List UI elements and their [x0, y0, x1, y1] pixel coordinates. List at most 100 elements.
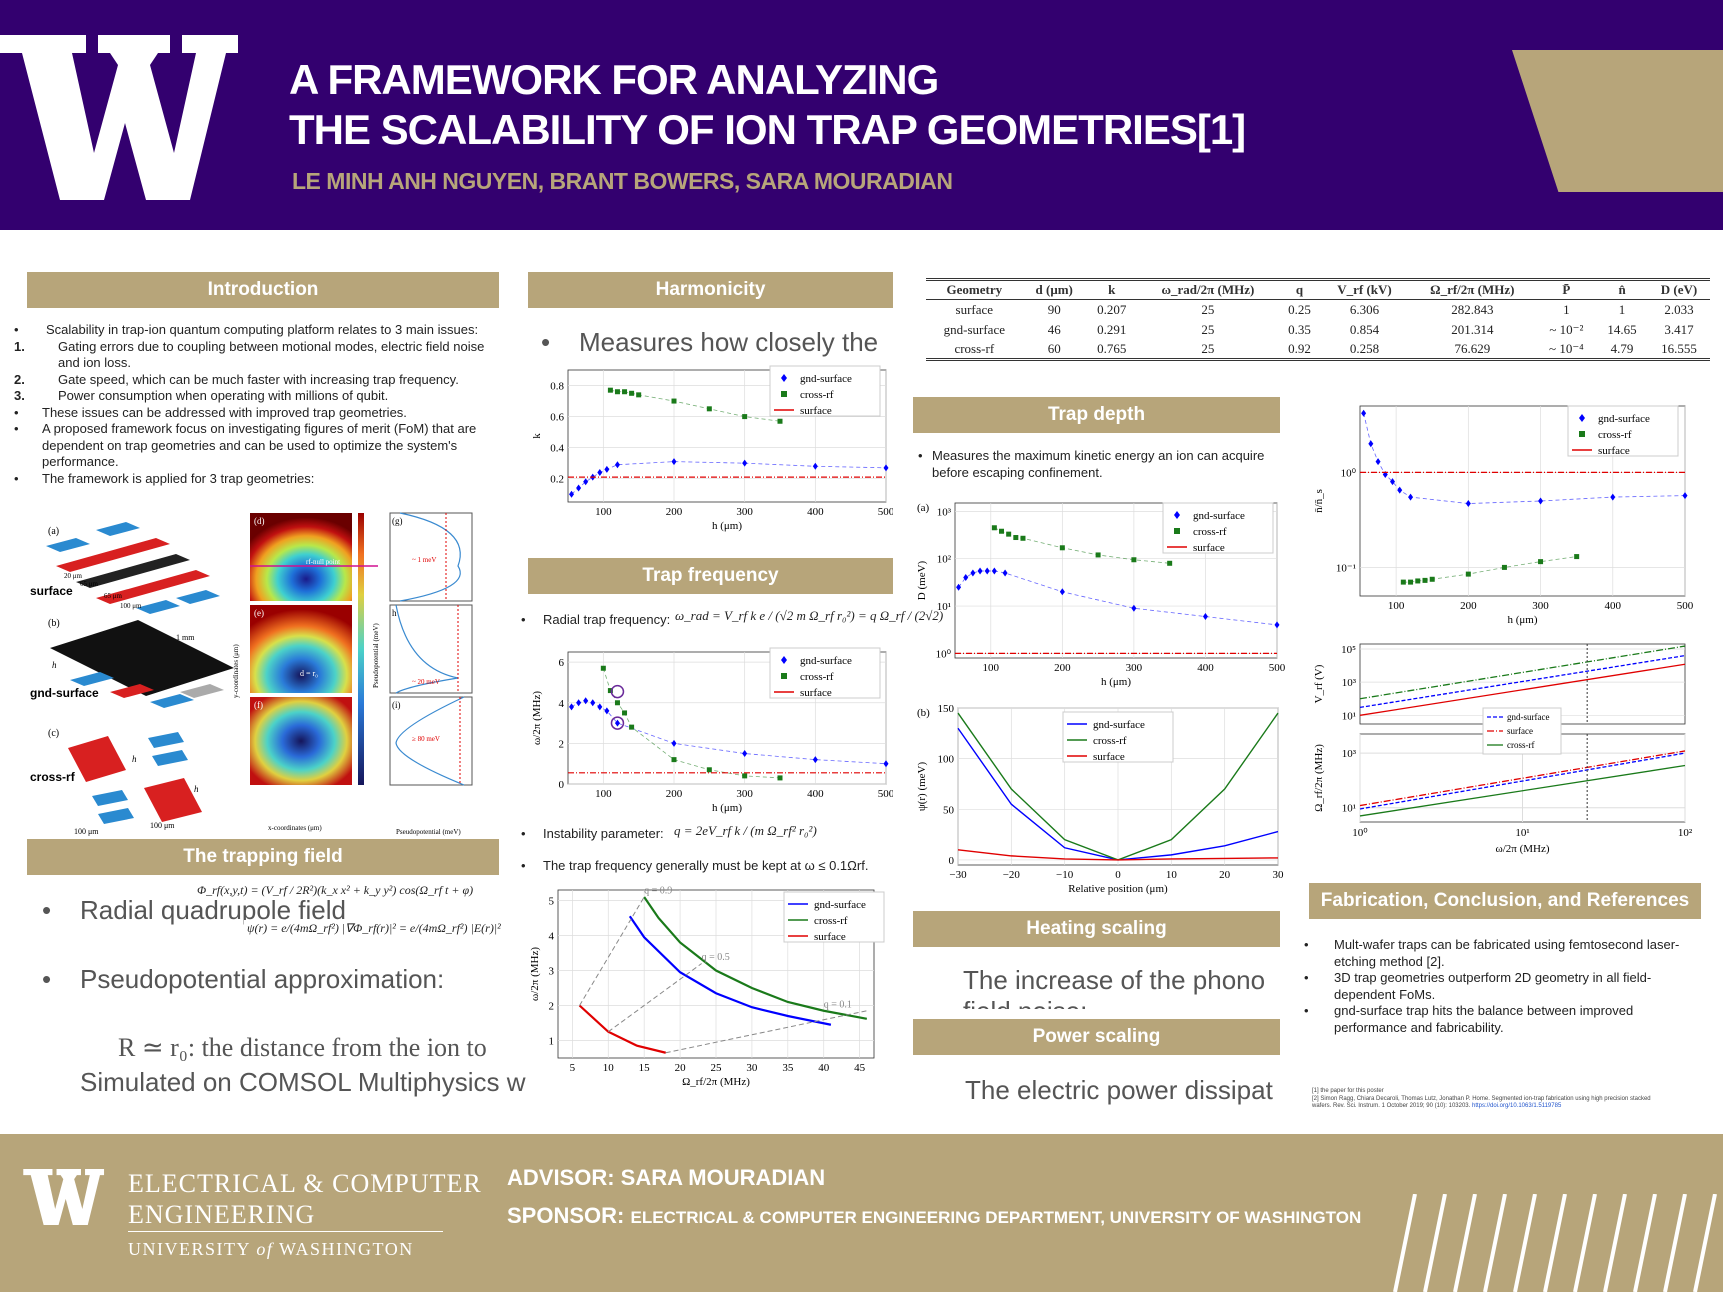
data-point: [1408, 579, 1414, 585]
table-cell: 25: [1201, 301, 1215, 317]
legend-label: cross-rf: [800, 389, 834, 401]
data-point: [999, 528, 1005, 534]
cross-rf-trap-drawing: [68, 732, 202, 824]
geom-label-surface: surface: [30, 584, 73, 598]
legend-label: gnd-surface: [1598, 413, 1650, 425]
conclusion-bullet-1: Mult-wafer traps can be fabricated using…: [1304, 937, 1703, 970]
data-point: [777, 775, 783, 781]
poster-title: A FRAMEWORK FOR ANALYZING THE SCALABILIT…: [289, 55, 1489, 155]
data-point: [1375, 458, 1381, 466]
x-tick-label: 300: [736, 506, 753, 518]
legend-marker: [781, 391, 787, 397]
y-tick-label: 10³: [1342, 677, 1357, 689]
data-point: [622, 710, 628, 716]
sponsor-label: SPONSOR:: [507, 1203, 625, 1228]
x-tick-label: 100: [983, 662, 1000, 674]
table-cell: 0.92: [1288, 340, 1311, 356]
data-point: [671, 739, 677, 747]
dim-b: 1 mm: [176, 633, 195, 642]
title-line-2: THE SCALABILITY OF ION TRAP GEOMETRIES[1…: [289, 106, 1246, 153]
fig-label-e: (e): [254, 608, 264, 618]
pseudopotential-heatmaps: [250, 513, 378, 785]
series-line: [957, 849, 1279, 861]
x-tick-label: 300: [1532, 600, 1549, 612]
x-tick-label: 400: [807, 506, 824, 518]
y-tick-label: 10¹: [1342, 710, 1356, 722]
x-tick-label: 300: [736, 788, 753, 800]
y-tick-label: 10²: [937, 554, 952, 566]
table-cell: 25: [1201, 340, 1215, 356]
legend-marker: [1174, 528, 1180, 534]
legend-label: gnd-surface: [814, 899, 866, 911]
poster-header: A FRAMEWORK FOR ANALYZING THE SCALABILIT…: [0, 0, 1723, 230]
data-point: [991, 567, 997, 575]
data-point: [812, 756, 818, 764]
data-point: [671, 398, 677, 404]
y-tick-label: 2: [549, 1001, 555, 1013]
legend-marker: [781, 656, 787, 664]
legend-label: surface: [1093, 751, 1125, 763]
table-header: q: [1295, 282, 1304, 297]
series-line: [643, 896, 868, 1020]
x-tick-label: 20: [675, 1062, 687, 1074]
power-text: The electric power dissipat: [965, 1075, 1281, 1106]
highlight-circle: [610, 716, 625, 730]
x-tick-label: 25: [711, 1062, 723, 1074]
intro-bullet-3: A proposed framework focus on investigat…: [14, 421, 498, 471]
y-axis-label: ψ(r) (meV): [916, 762, 928, 812]
intro-num-2: 2. Gate speed, which can be much faster w…: [14, 371, 459, 387]
legend-marker: [1579, 431, 1585, 437]
data-point: [622, 389, 628, 395]
data-point: [977, 567, 983, 575]
x-tick-label: −10: [1056, 869, 1074, 881]
x-tick-label: 500: [878, 506, 893, 518]
geom-label-gnd-surface: gnd-surface: [30, 686, 99, 700]
series-line: [1359, 750, 1686, 807]
legend-marker: [781, 374, 787, 382]
uw-wordmark: UNIVERSITY of WASHINGTON: [128, 1239, 414, 1260]
table-header: n̂: [1618, 282, 1626, 297]
y-tick-label: 4: [549, 931, 555, 943]
x-tick-label: 45: [854, 1062, 866, 1074]
harmonicity-chart: 100 200 300 400 500 0.2 0.4 0.6 0.8 h (μm) k gnd-su…: [531, 365, 893, 532]
data-point: [706, 767, 712, 773]
dim-c2: 100 μm: [150, 821, 175, 830]
q-label: q = 0.5: [702, 952, 730, 963]
x-axis-label: h (μm): [712, 802, 742, 814]
panel-label: (a): [917, 502, 930, 514]
h-annotation: ~ 20 meV: [412, 678, 440, 686]
table-cell: 0.291: [1097, 321, 1127, 337]
data-point: [1465, 571, 1471, 577]
x-tick-label: 200: [666, 788, 683, 800]
heating-ratio-chart: 100 200 300 400 500 10⁻¹ 10⁰ h (μm) n̄/n̄_s gnd-s…: [1313, 405, 1694, 626]
table-header: P̄: [1562, 282, 1571, 297]
section-trap-frequency-header: Trap frequency: [528, 558, 893, 594]
fig-label-i: (i): [392, 700, 401, 710]
data-point: [1002, 569, 1008, 577]
pseudopotential-line-plots: [389, 512, 473, 786]
table-header: k: [1108, 282, 1116, 297]
intro-text: Scalability in trap-ion quantum computin…: [14, 322, 498, 487]
data-point: [629, 724, 635, 730]
x-tick-label: 100: [1388, 600, 1405, 612]
y-axis-label: V_rf (V): [1313, 664, 1325, 703]
data-point: [970, 569, 976, 577]
data-point: [1131, 557, 1137, 563]
data-point: [583, 697, 589, 705]
reference-2: [2] Simon Ragg, Chiara Decaroli, Thomas …: [1312, 1095, 1651, 1110]
x-tick-label: 30: [746, 1062, 758, 1074]
intro-num-1: 1. Gating errors due to coupling between …: [14, 338, 485, 371]
y-tick-label: 50: [943, 804, 955, 816]
y-tick-label: 150: [938, 703, 955, 715]
i-annotation: ≥ 80 meV: [412, 735, 440, 743]
y-axis-label: ω/2π (MHz): [529, 947, 541, 1001]
reference-2-link[interactable]: https://doi.org/10.1063/1.5119785: [1471, 1103, 1562, 1109]
legend-label: cross-rf: [1507, 740, 1535, 750]
conclusion-text: Mult-wafer traps can be fabricated using…: [1304, 937, 1703, 1036]
table-row: cross-rf 60 0.765 25 0.92 0.258 76.629 ~ 10⁻⁴ 4.…: [926, 340, 1710, 360]
table-cell: 0.35: [1288, 321, 1311, 337]
y-tick-label: 10¹: [1342, 803, 1356, 815]
x-tick-label: 10²: [1678, 827, 1693, 839]
advisor: ADVISOR: SARA MOURADIAN: [507, 1165, 826, 1190]
table-row: surface 90 0.207 25 0.25 6.306 282.843 1 1 2.033: [926, 300, 1710, 320]
